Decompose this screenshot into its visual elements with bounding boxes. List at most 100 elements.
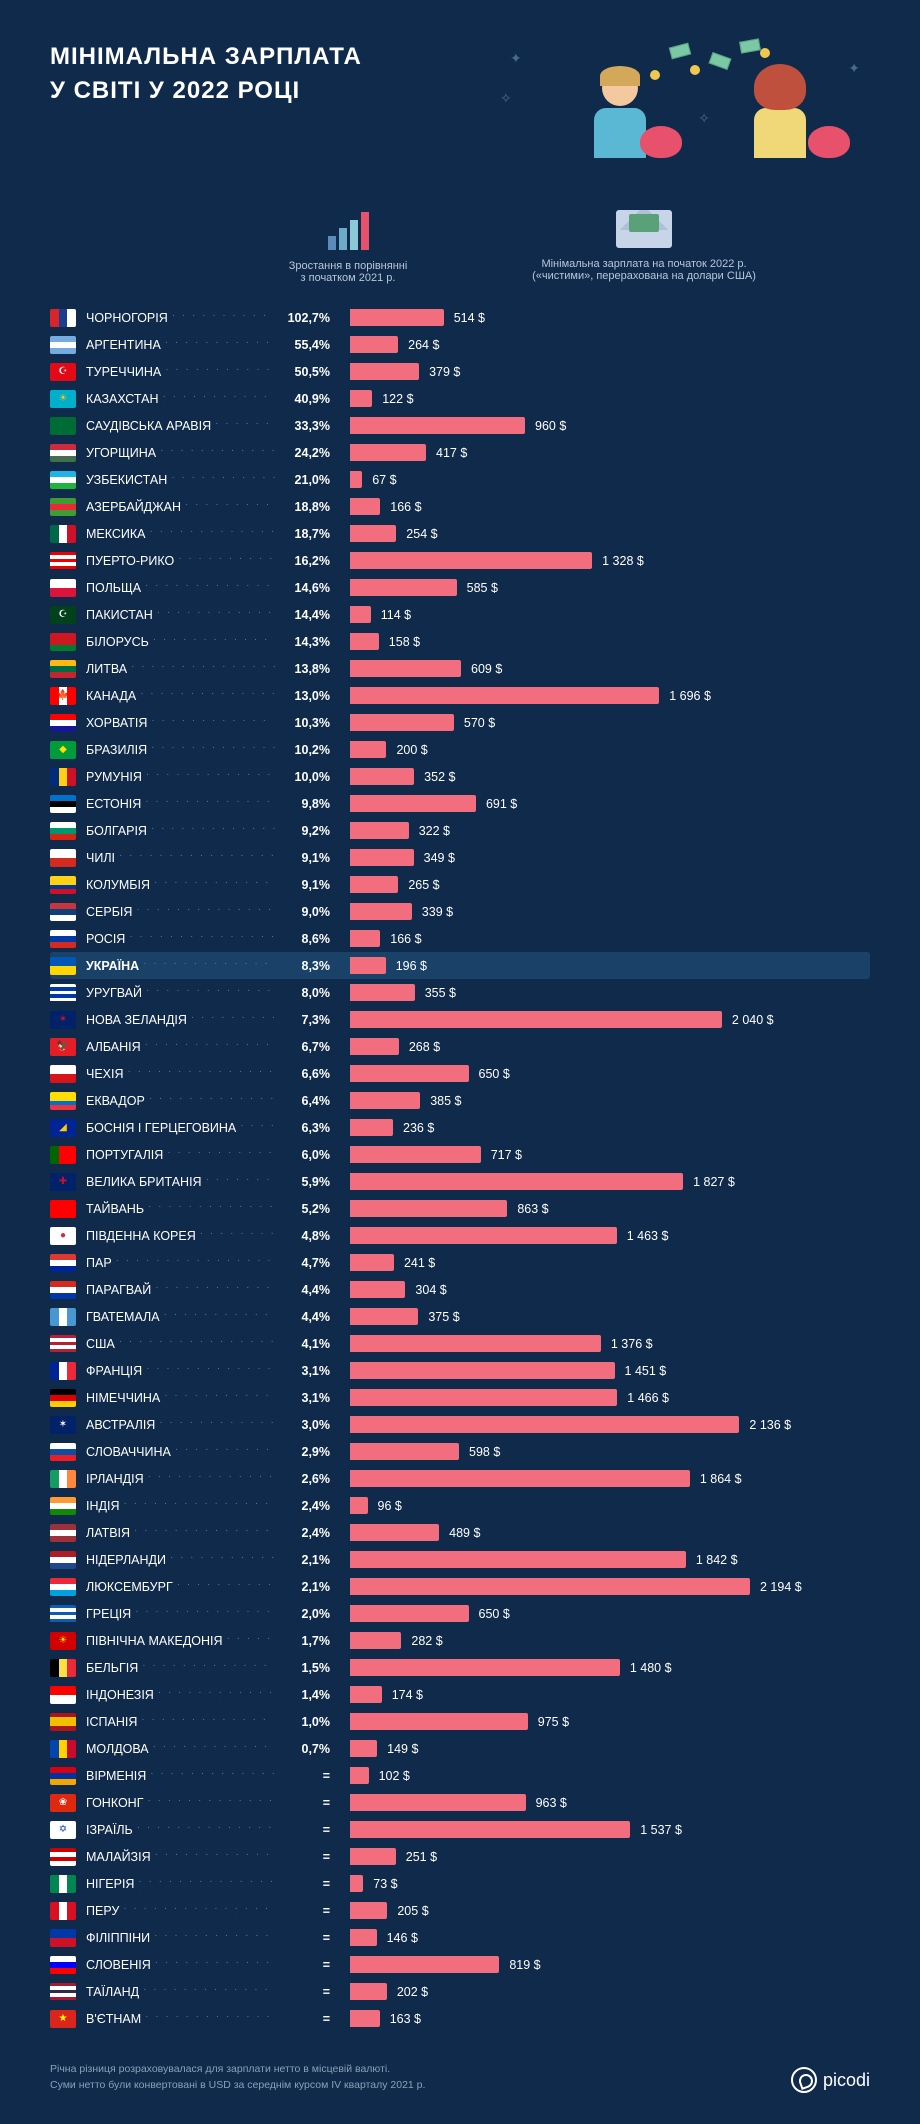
- salary-amount: 385 $: [430, 1094, 461, 1108]
- salary-amount: 1 696 $: [669, 689, 711, 703]
- salary-amount: 1 480 $: [630, 1661, 672, 1675]
- value-bar: [350, 1902, 387, 1919]
- growth-pct: 14,6%: [278, 581, 350, 595]
- table-row: ✚ВЕЛИКА БРИТАНІЯ· · · · · · · · · · · · …: [50, 1168, 870, 1195]
- value-bar: [350, 1956, 499, 1973]
- table-row: НІДЕРЛАНДИ· · · · · · · · · · · · · · · …: [50, 1546, 870, 1573]
- flag-icon: [50, 768, 76, 786]
- salary-amount: 202 $: [397, 1985, 428, 1999]
- flag-icon: ☀: [50, 390, 76, 408]
- salary-amount: 717 $: [491, 1148, 522, 1162]
- flag-icon: [50, 1065, 76, 1083]
- flag-icon: [50, 849, 76, 867]
- salary-amount: 355 $: [425, 986, 456, 1000]
- value-bar: [350, 552, 592, 569]
- country-name: МОЛДОВА: [86, 1742, 153, 1756]
- growth-pct: 4,4%: [278, 1283, 350, 1297]
- salary-amount: 254 $: [406, 527, 437, 541]
- salary-amount: 122 $: [382, 392, 413, 406]
- bar-column-header: Мінімальна зарплата на початок 2022 р. (…: [418, 210, 870, 284]
- header-illustration: ✦ ✧ ✦ ✧: [490, 40, 870, 160]
- flag-icon: [50, 1767, 76, 1785]
- salary-amount: 650 $: [479, 1067, 510, 1081]
- country-name: ТАЇЛАНД: [86, 1985, 143, 1999]
- flag-icon: [50, 822, 76, 840]
- growth-pct: 33,3%: [278, 419, 350, 433]
- table-row: КОЛУМБІЯ· · · · · · · · · · · · · · · · …: [50, 871, 870, 898]
- country-name: УКРАЇНА: [86, 959, 143, 973]
- flag-icon: [50, 876, 76, 894]
- flag-icon: [50, 1902, 76, 1920]
- footer-notes: Річна різниця розраховувалася для зарпла…: [50, 2062, 425, 2094]
- growth-pct: 5,9%: [278, 1175, 350, 1189]
- table-row: ІРЛАНДІЯ· · · · · · · · · · · · · · · · …: [50, 1465, 870, 1492]
- table-row: НІМЕЧЧИНА· · · · · · · · · · · · · · · ·…: [50, 1384, 870, 1411]
- value-bar: [350, 1308, 418, 1325]
- flag-icon: [50, 1524, 76, 1542]
- table-row: ●ПІВДЕННА КОРЕЯ· · · · · · · · · · · · ·…: [50, 1222, 870, 1249]
- title-line1: МІНІМАЛЬНА ЗАРПЛАТА: [50, 40, 362, 74]
- growth-pct: =: [278, 1823, 350, 1837]
- table-row: ✡ІЗРАЇЛЬ· · · · · · · · · · · · · · · · …: [50, 1816, 870, 1843]
- table-row: РОСІЯ· · · · · · · · · · · · · · · · · ·…: [50, 925, 870, 952]
- value-bar: [350, 849, 414, 866]
- flag-icon: [50, 1308, 76, 1326]
- growth-pct: 55,4%: [278, 338, 350, 352]
- salary-amount: 570 $: [464, 716, 495, 730]
- growth-pct: 50,5%: [278, 365, 350, 379]
- value-bar: [350, 633, 379, 650]
- value-bar: [350, 1173, 683, 1190]
- title-line2: У СВІТІ У 2022 РОЦІ: [50, 74, 362, 108]
- table-row: ТАЇЛАНД· · · · · · · · · · · · · · · · ·…: [50, 1978, 870, 2005]
- growth-pct: =: [278, 2012, 350, 2026]
- salary-amount: 352 $: [424, 770, 455, 784]
- value-bar: [350, 822, 409, 839]
- table-row: ІНДІЯ· · · · · · · · · · · · · · · · · ·…: [50, 1492, 870, 1519]
- country-name: ЧИЛІ: [86, 851, 119, 865]
- table-row: АЗЕРБАЙДЖАН· · · · · · · · · · · · · · ·…: [50, 493, 870, 520]
- table-row: ☪ТУРЕЧЧИНА· · · · · · · · · · · · · · · …: [50, 358, 870, 385]
- value-bar: [350, 1929, 377, 1946]
- value-bar: [350, 1686, 382, 1703]
- table-row: БОЛГАРІЯ· · · · · · · · · · · · · · · · …: [50, 817, 870, 844]
- growth-pct: 1,4%: [278, 1688, 350, 1702]
- flag-icon: [50, 1362, 76, 1380]
- value-bar: [350, 606, 371, 623]
- country-name: БОСНІЯ І ГЕРЦЕГОВИНА: [86, 1121, 240, 1135]
- growth-pct: 102,7%: [278, 311, 350, 325]
- table-row: ІСПАНІЯ· · · · · · · · · · · · · · · · ·…: [50, 1708, 870, 1735]
- value-bar: [350, 309, 444, 326]
- growth-pct: 6,7%: [278, 1040, 350, 1054]
- growth-pct: 4,1%: [278, 1337, 350, 1351]
- table-row: ❀ГОНКОНГ· · · · · · · · · · · · · · · · …: [50, 1789, 870, 1816]
- value-bar: [350, 714, 454, 731]
- growth-pct: =: [278, 1769, 350, 1783]
- country-name: ХОРВАТІЯ: [86, 716, 151, 730]
- flag-icon: ☀: [50, 1632, 76, 1650]
- salary-amount: 236 $: [403, 1121, 434, 1135]
- table-row: ☪ПАКИСТАН· · · · · · · · · · · · · · · ·…: [50, 601, 870, 628]
- salary-amount: 200 $: [396, 743, 427, 757]
- flag-icon: [50, 444, 76, 462]
- value-bar: [350, 768, 414, 785]
- flag-icon: ★: [50, 2010, 76, 2028]
- flag-icon: 🦅: [50, 1038, 76, 1056]
- value-bar: [350, 1659, 620, 1676]
- flag-icon: ✶: [50, 1416, 76, 1434]
- growth-pct: 6,4%: [278, 1094, 350, 1108]
- bar-chart-icon: [278, 210, 418, 250]
- salary-amount: 339 $: [422, 905, 453, 919]
- table-row: ЕСТОНІЯ· · · · · · · · · · · · · · · · ·…: [50, 790, 870, 817]
- country-name: ІРЛАНДІЯ: [86, 1472, 148, 1486]
- salary-amount: 304 $: [415, 1283, 446, 1297]
- growth-pct: 8,3%: [278, 959, 350, 973]
- salary-amount: 282 $: [411, 1634, 442, 1648]
- table-row: 🍁КАНАДА· · · · · · · · · · · · · · · · ·…: [50, 682, 870, 709]
- flag-icon: ◢: [50, 1119, 76, 1137]
- growth-pct: 9,1%: [278, 851, 350, 865]
- flag-icon: [50, 1605, 76, 1623]
- country-name: ГОНКОНГ: [86, 1796, 147, 1810]
- flag-icon: [50, 1146, 76, 1164]
- salary-amount: 1 466 $: [627, 1391, 669, 1405]
- growth-pct: 2,4%: [278, 1526, 350, 1540]
